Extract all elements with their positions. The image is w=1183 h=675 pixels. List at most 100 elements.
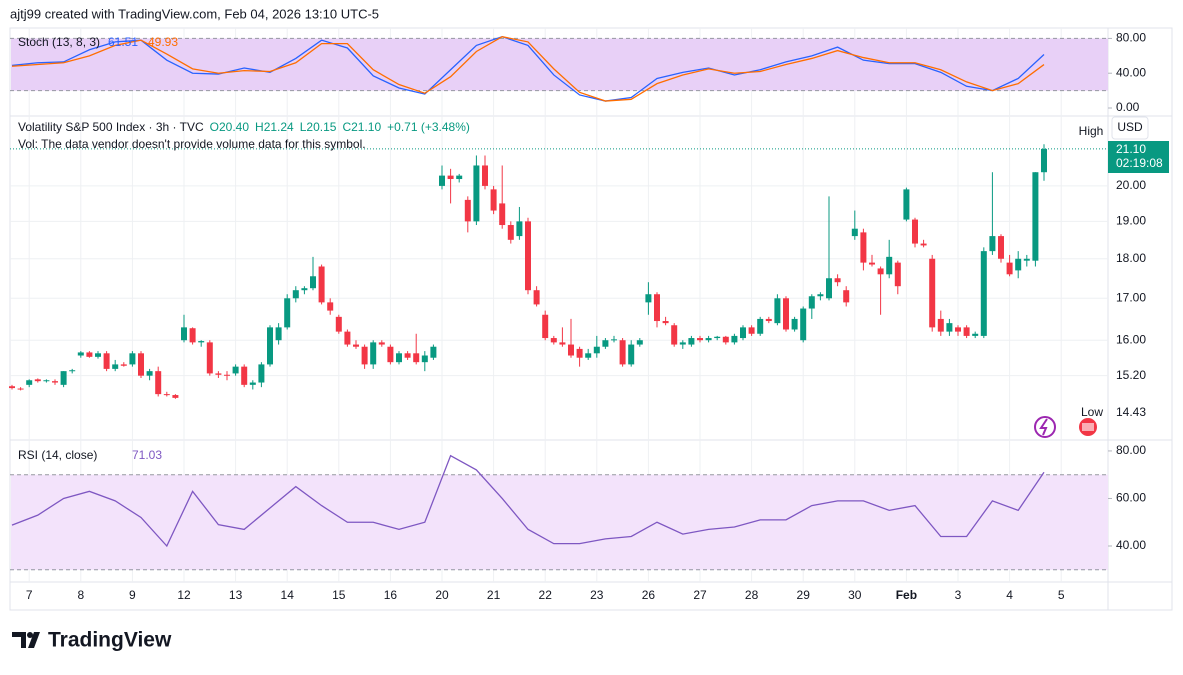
symbol-title: Volatility S&P 500 Index · 3h · TVC xyxy=(18,120,204,134)
stoch-d-value: 49.93 xyxy=(148,35,178,49)
candle-body xyxy=(249,382,256,385)
band xyxy=(11,474,1108,570)
x-tick-label: 14 xyxy=(281,588,295,602)
economic-icon-flag xyxy=(1082,423,1094,431)
candle-body xyxy=(1023,258,1030,261)
x-tick-label: 28 xyxy=(745,588,759,602)
candle-body xyxy=(980,251,987,336)
candle-body xyxy=(619,340,626,365)
candle-body xyxy=(774,298,781,324)
candle-body xyxy=(146,371,153,376)
candle-body xyxy=(499,203,506,226)
candle-body xyxy=(26,380,33,385)
open: O20.40 xyxy=(210,120,250,134)
x-tick-label: 30 xyxy=(848,588,862,602)
main-legend: Volatility S&P 500 Index · 3h · TVC O20.4… xyxy=(18,120,470,134)
candle-body xyxy=(869,262,875,265)
candle-body xyxy=(335,316,342,332)
x-tick-label: 23 xyxy=(590,588,604,602)
candle-body xyxy=(877,268,884,275)
candle-body xyxy=(989,236,996,252)
change: +0.71 (+3.48%) xyxy=(387,120,470,134)
candle-body xyxy=(120,364,127,366)
candle-body xyxy=(413,353,420,363)
candle-body xyxy=(765,318,772,322)
candle-body xyxy=(748,327,755,334)
y-tick-label: 80.00 xyxy=(1116,443,1146,457)
candle-body xyxy=(593,346,600,354)
candle-body xyxy=(327,302,334,311)
low: L20.15 xyxy=(300,120,337,134)
candle-body xyxy=(181,327,187,341)
high-label: High xyxy=(1079,124,1104,138)
candle-body xyxy=(353,344,359,347)
candle-body xyxy=(722,336,729,343)
indicator-line xyxy=(11,36,1045,102)
candle-body xyxy=(447,175,454,180)
currency-button[interactable] xyxy=(1111,116,1149,140)
candle-body xyxy=(946,323,953,332)
y-tick-label: 80.00 xyxy=(1116,31,1146,45)
y-tick-label: 20.00 xyxy=(1116,178,1146,192)
x-tick-label: 16 xyxy=(384,588,398,602)
volume-note: Vol: The data vendor doesn't provide vol… xyxy=(18,137,366,151)
candle-body xyxy=(189,328,196,343)
low-value: 14.43 xyxy=(1116,405,1146,419)
candle-body xyxy=(662,321,669,324)
candle-body xyxy=(34,379,41,382)
candle-body xyxy=(817,294,824,297)
candle-body xyxy=(791,318,798,330)
candle-body xyxy=(1006,262,1013,275)
candle-body xyxy=(654,294,660,322)
candle-body xyxy=(456,175,463,180)
candle-body xyxy=(387,346,394,363)
candle-body xyxy=(671,325,678,345)
candle-body xyxy=(215,373,222,375)
candle-body xyxy=(206,342,213,374)
x-tick-label: Feb xyxy=(896,588,917,602)
candle-body xyxy=(1032,172,1039,261)
y-tick-label: 18.00 xyxy=(1116,251,1146,265)
candle-body xyxy=(430,346,437,358)
candle-body xyxy=(318,266,325,303)
candle-body xyxy=(378,342,385,345)
candle-body xyxy=(112,364,119,369)
candle-body xyxy=(611,339,617,341)
stoch-title: Stoch (13, 8, 3) xyxy=(18,35,100,49)
candle-body xyxy=(507,225,514,240)
close: C21.10 xyxy=(342,120,381,134)
candle-body xyxy=(998,236,1004,259)
high-tag xyxy=(1075,123,1107,140)
candle-body xyxy=(172,395,179,398)
candle-body xyxy=(1015,258,1022,271)
chart-frame xyxy=(9,27,1173,611)
candle-body xyxy=(697,338,703,341)
y-tick-label: 19.00 xyxy=(1116,214,1146,228)
y-tick-label: 16.00 xyxy=(1116,332,1146,346)
currency[interactable]: USD xyxy=(1117,120,1143,134)
candle-body xyxy=(284,298,291,328)
candle-body xyxy=(69,370,76,372)
candle-body xyxy=(894,262,901,287)
countdown: 02:19:08 xyxy=(1116,156,1163,170)
candle-body xyxy=(826,278,832,299)
candle-body xyxy=(86,352,93,357)
candle-body xyxy=(17,388,24,390)
candle-body xyxy=(1041,148,1047,173)
logo xyxy=(12,632,40,648)
rsi-title: RSI (14, close) xyxy=(18,448,97,462)
candle-body xyxy=(310,276,316,289)
candle-body xyxy=(482,165,488,186)
high: H21.24 xyxy=(255,120,294,134)
x-tick-label: 20 xyxy=(435,588,449,602)
x-tick-label: 15 xyxy=(332,588,346,602)
y-tick-label: 0.00 xyxy=(1116,100,1140,114)
rsi-value: 71.03 xyxy=(132,448,162,462)
candle-body xyxy=(740,327,746,339)
candle-body xyxy=(585,353,592,358)
candle-body xyxy=(602,340,609,347)
candle-body xyxy=(129,353,136,365)
candle-body xyxy=(783,298,789,330)
candle-body xyxy=(568,344,574,356)
candle-body xyxy=(103,353,110,369)
